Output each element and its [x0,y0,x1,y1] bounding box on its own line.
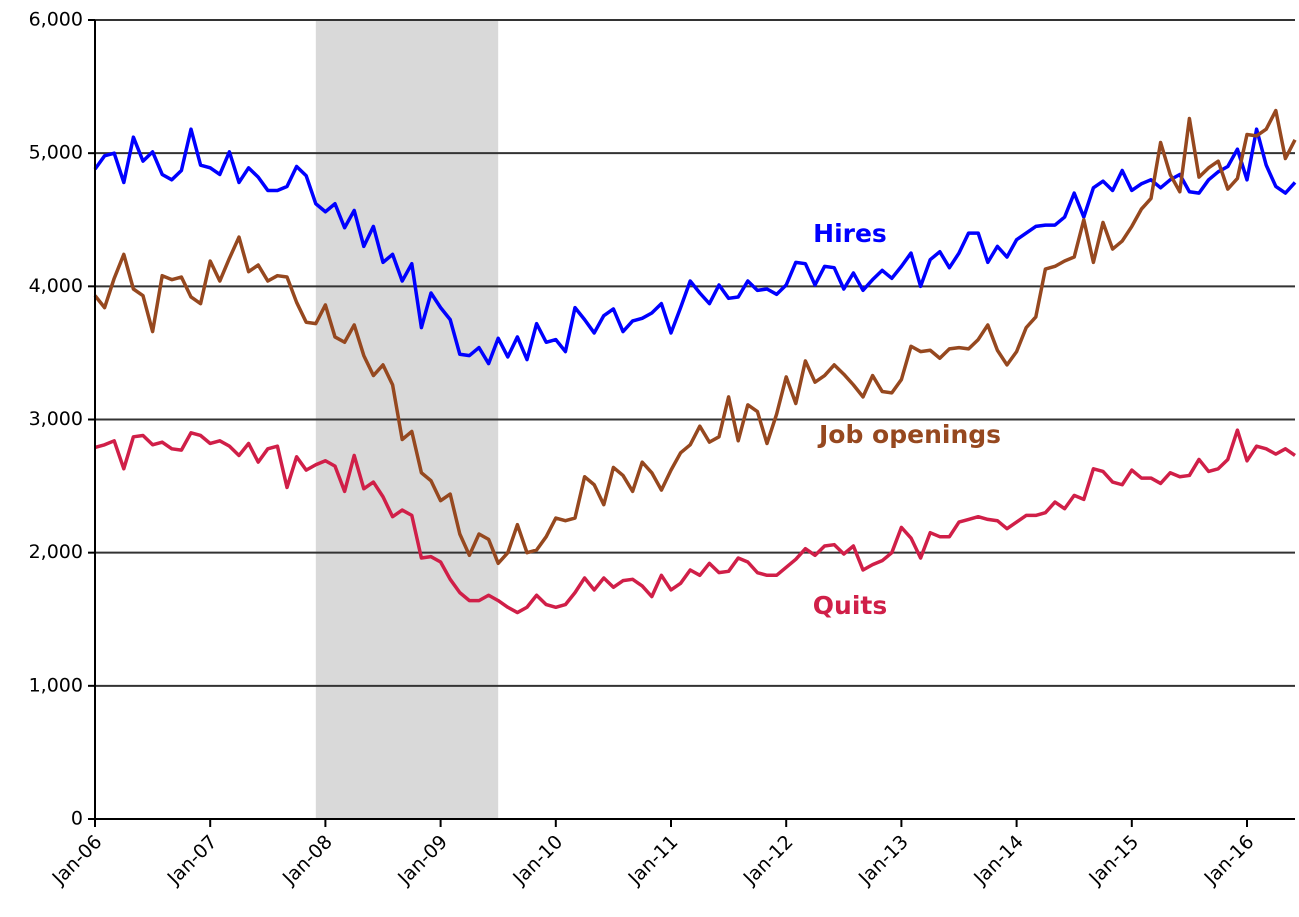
x-tick-label: Jan-07 [163,831,222,890]
series-label: Job openings [817,420,1001,449]
x-tick-label: Jan-08 [278,831,337,890]
axes-layer [94,20,1295,820]
x-tick-label: Jan-14 [969,831,1028,890]
lines-layer [93,108,1297,615]
grid-layer [88,19,1295,827]
x-tick-label: Jan-16 [1200,831,1259,890]
y-tick-label: 5,000 [29,142,83,164]
y-tick-label: 4,000 [29,275,83,297]
y-tick-label: 0 [71,808,83,830]
x-tick-label: Jan-09 [393,831,452,890]
series-line [93,127,1297,366]
x-tick-label: Jan-06 [48,831,107,890]
series-label: Hires [813,219,887,248]
x-tick-label: Jan-11 [624,831,683,890]
series-line [93,108,1297,566]
y-tick-label: 6,000 [29,9,83,31]
x-tick-label: Jan-15 [1084,831,1143,890]
y-tick-label: 2,000 [29,541,83,563]
y-tick-label: 3,000 [29,408,83,430]
text-layer: 0 1,000 2,000 3,000 4,000 5,000 6,000 Jan-06 Jan… [29,9,1259,890]
y-tick-label: 1,000 [29,674,83,696]
x-tick-label: Jan-13 [854,831,913,890]
x-tick-label: Jan-10 [508,831,567,890]
series-line [94,428,1296,615]
series-label: Quits [813,591,887,620]
x-tick-label: Jan-12 [739,831,798,890]
